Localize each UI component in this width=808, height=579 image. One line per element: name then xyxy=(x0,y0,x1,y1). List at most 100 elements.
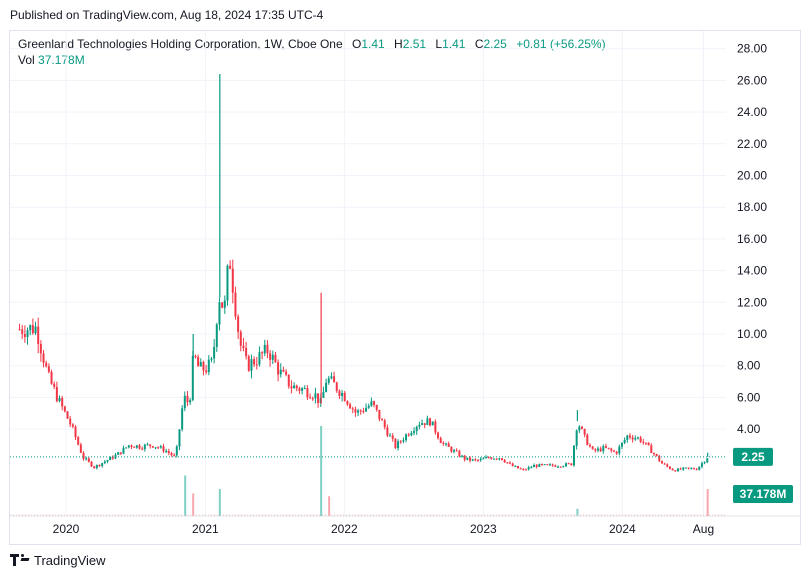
volume-bar xyxy=(192,493,195,516)
candle-body xyxy=(109,456,112,461)
published-note: Published on TradingView.com, Aug 18, 20… xyxy=(10,8,324,22)
candle-body xyxy=(162,446,165,452)
candle-body xyxy=(487,457,490,459)
candle-body xyxy=(90,461,93,467)
y-tick-label: 14.00 xyxy=(737,264,767,278)
candle-body xyxy=(700,463,703,467)
y-tick-label: 24.00 xyxy=(737,105,767,119)
candle-body xyxy=(365,407,368,412)
candle-body xyxy=(415,426,418,432)
legend-high: 2.51 xyxy=(402,37,427,51)
candle-body xyxy=(151,446,154,448)
x-tick-label: 2021 xyxy=(192,522,219,536)
candle-body xyxy=(658,455,661,462)
candle-body xyxy=(458,451,461,457)
candle-body xyxy=(45,362,48,367)
candle-body xyxy=(407,434,410,436)
candle-body xyxy=(383,420,386,428)
candle-body xyxy=(602,446,605,452)
volume-bar xyxy=(328,496,331,516)
candle-body xyxy=(466,457,469,460)
candle-body xyxy=(295,385,298,389)
legend-symbol: Greenland Technologies Holding Corporati… xyxy=(18,37,343,51)
candle-body xyxy=(343,392,346,402)
candle-body xyxy=(479,458,482,461)
candle-body xyxy=(642,441,645,443)
candle-body xyxy=(580,426,583,429)
candle-body xyxy=(639,437,642,442)
candle-body xyxy=(266,344,269,354)
volume-bar xyxy=(320,426,323,516)
candle-body xyxy=(229,265,232,269)
candle-body xyxy=(293,385,296,389)
candle-body xyxy=(378,409,381,420)
candle-body xyxy=(628,435,631,438)
candle-body xyxy=(634,438,637,440)
candle-body xyxy=(453,450,456,452)
candle-body xyxy=(55,386,58,402)
candle-body xyxy=(469,457,472,461)
y-tick-label: 12.00 xyxy=(737,295,767,309)
candle-body xyxy=(533,465,536,468)
candle-body xyxy=(146,444,149,446)
candle-body xyxy=(26,330,29,338)
candle-body xyxy=(234,292,237,317)
candle-body xyxy=(439,438,442,444)
candle-body xyxy=(572,445,575,466)
candle-body xyxy=(583,428,586,435)
candle-body xyxy=(626,435,629,440)
candle-body xyxy=(183,395,186,409)
candle-body xyxy=(74,426,77,438)
candle-body xyxy=(237,316,240,332)
candle-body xyxy=(269,353,272,360)
tradingview-logo-icon xyxy=(10,554,30,567)
candle-body xyxy=(588,445,591,447)
candle-body xyxy=(618,446,621,454)
candle-body xyxy=(21,329,24,335)
candle-body xyxy=(554,465,557,467)
x-tick-label: 2023 xyxy=(470,522,497,536)
candle-body xyxy=(101,463,104,466)
candle-body xyxy=(170,453,173,456)
candle-body xyxy=(564,463,567,467)
candle-body xyxy=(535,465,538,467)
candle-body xyxy=(333,376,336,383)
candle-body xyxy=(69,418,72,425)
candle-body xyxy=(498,458,501,460)
last-volume-badge xyxy=(733,485,793,503)
candle-body xyxy=(250,359,253,371)
candle-body xyxy=(594,449,597,451)
candle-body xyxy=(330,376,333,379)
candle-body xyxy=(679,468,682,470)
candle-body xyxy=(301,388,304,391)
candle-body xyxy=(93,466,96,469)
candle-body xyxy=(354,409,357,413)
legend-close-label: C xyxy=(474,37,484,51)
candle-body xyxy=(495,458,498,460)
y-tick-label: 20.00 xyxy=(737,169,767,183)
candle-body xyxy=(167,451,170,454)
candle-body xyxy=(178,429,181,447)
candle-body xyxy=(615,451,618,454)
candle-body xyxy=(367,405,370,408)
candle-body xyxy=(119,452,122,454)
candle-body xyxy=(282,369,285,372)
footer-brand-text: TradingView xyxy=(34,553,106,568)
candle-body xyxy=(663,463,666,465)
candle-body xyxy=(279,369,282,375)
candle-body xyxy=(29,325,32,331)
y-tick-label: 10.00 xyxy=(737,327,767,341)
candle-body xyxy=(442,443,445,445)
candle-body xyxy=(493,458,496,460)
candle-body xyxy=(655,453,658,456)
candle-body xyxy=(66,411,69,419)
candle-body xyxy=(511,463,514,467)
x-tick-label: Aug xyxy=(693,522,714,536)
last-volume-badge-label: 37.178M xyxy=(740,487,787,501)
candle-body xyxy=(290,386,293,389)
legend-low: 1.41 xyxy=(442,37,466,51)
candle-body xyxy=(391,435,394,439)
candle-body xyxy=(631,437,634,440)
candle-body xyxy=(143,444,146,450)
